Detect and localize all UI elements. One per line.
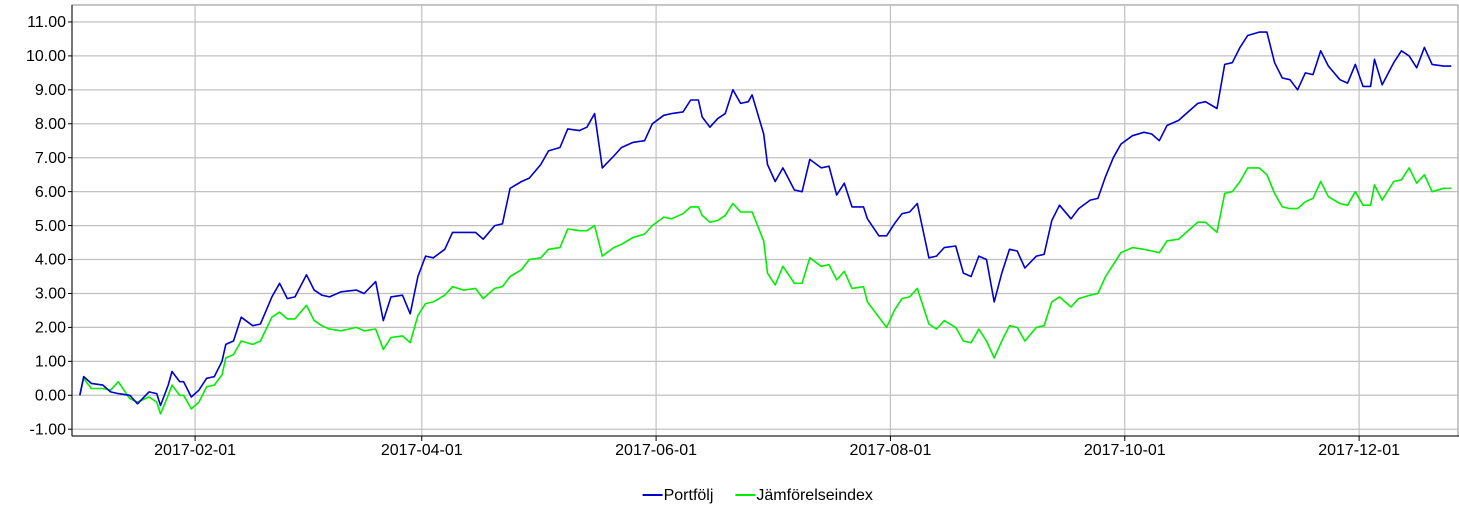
legend-label: Portfölj [664,487,714,504]
x-tick-label: 2017-02-01 [154,442,236,459]
legend-label: Jämförelseindex [756,487,873,504]
x-tick-label: 2017-08-01 [850,442,932,459]
y-tick-label: 10.00 [26,48,66,65]
line-series [79,167,1452,415]
y-tick-label: 11.00 [27,14,66,31]
y-tick-label: 8.00 [35,116,66,133]
y-tick-label: 1.00 [35,354,66,371]
x-tick-label: 2017-10-01 [1084,442,1166,459]
y-tick-label: 0.00 [35,387,66,404]
y-tick-label: 6.00 [35,184,66,201]
y-tick-label: 2.00 [35,320,66,337]
x-tick-label: 2017-12-01 [1318,442,1400,459]
y-tick-label: 7.00 [35,150,66,167]
y-tick-label: -1.00 [30,421,67,438]
plot-frame [71,4,1459,437]
y-tick-label: 9.00 [35,82,66,99]
y-tick-label: 5.00 [35,218,66,235]
y-tick-label: 4.00 [35,252,66,269]
x-tick-label: 2017-04-01 [381,442,463,459]
y-tick-label: 3.00 [35,286,66,303]
x-tick-label: 2017-06-01 [615,442,697,459]
line-series [79,31,1452,407]
